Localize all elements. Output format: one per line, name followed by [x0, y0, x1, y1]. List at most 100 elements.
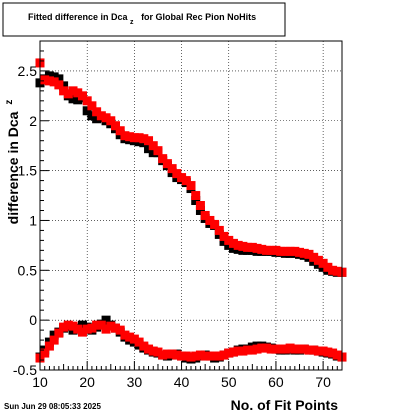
- data-point: [247, 242, 257, 252]
- data-point: [44, 71, 54, 81]
- title-subscript: z: [130, 19, 134, 26]
- title-box: [2, 2, 286, 37]
- data-point: [247, 345, 257, 355]
- data-point: [323, 262, 333, 272]
- data-point: [228, 238, 238, 248]
- y-axis-label: difference in Dca z: [4, 100, 21, 225]
- data-point: [167, 164, 177, 174]
- data-point: [73, 95, 83, 105]
- data-point: [106, 116, 116, 126]
- data-point: [262, 343, 271, 353]
- data-point: [77, 91, 87, 101]
- data-point: [276, 246, 286, 256]
- series-1: [35, 58, 347, 277]
- data-point: [243, 242, 253, 252]
- data-point: [87, 323, 97, 333]
- data-point: [49, 335, 59, 345]
- data-point: [177, 351, 187, 361]
- data-point: [172, 350, 182, 360]
- data-point: [214, 351, 224, 361]
- data-point: [285, 246, 295, 256]
- data-point: [276, 344, 286, 354]
- data-point: [328, 348, 338, 358]
- series-3: [35, 320, 347, 363]
- data-point: [181, 176, 191, 186]
- data-point: [144, 344, 154, 354]
- data-point: [111, 323, 120, 333]
- data-point: [49, 330, 59, 340]
- data-point: [228, 347, 238, 357]
- data-point: [313, 255, 323, 265]
- data-point: [129, 133, 139, 143]
- data-point: [87, 101, 97, 111]
- data-point: [295, 344, 305, 354]
- data-point: [82, 324, 92, 334]
- data-point: [158, 154, 168, 164]
- data-point: [129, 334, 139, 344]
- data-point: [318, 258, 328, 268]
- x-tick-label: 60: [268, 374, 284, 390]
- data-point: [77, 320, 87, 330]
- data-point: [68, 94, 78, 104]
- data-point: [290, 344, 300, 354]
- data-point: [54, 74, 64, 84]
- data-point: [195, 350, 205, 360]
- data-point: [280, 246, 290, 256]
- data-point: [191, 351, 201, 361]
- y-axis-label-subscript: z: [4, 100, 15, 105]
- data-point: [224, 240, 234, 250]
- y-tick-label: 1.5: [18, 163, 38, 179]
- data-point: [82, 96, 92, 106]
- title-suffix: for Global Rec Pion NoHits: [141, 12, 256, 22]
- data-markers: [35, 58, 347, 364]
- x-tick-label: 10: [32, 374, 48, 390]
- data-point: [328, 265, 338, 275]
- data-point: [219, 236, 229, 246]
- data-point: [101, 315, 111, 325]
- data-point: [87, 111, 97, 121]
- data-point: [295, 247, 305, 257]
- axis-ticks: [39, 40, 343, 371]
- data-point: [243, 345, 253, 355]
- data-point: [177, 173, 187, 183]
- data-point: [323, 347, 333, 357]
- x-tick-label: 20: [79, 374, 95, 390]
- data-point: [228, 243, 238, 253]
- data-point: [49, 72, 59, 82]
- data-point: [162, 349, 172, 359]
- y-tick-label: 0.5: [18, 262, 38, 278]
- data-point: [233, 240, 243, 250]
- data-point: [271, 344, 281, 354]
- x-axis-label: No. of Fit Points: [231, 397, 339, 413]
- data-point: [68, 321, 78, 331]
- y-axis-label-text: difference in Dca: [5, 111, 21, 224]
- data-point: [304, 345, 314, 355]
- data-point: [214, 225, 224, 235]
- data-point: [233, 346, 243, 356]
- data-point: [186, 181, 196, 191]
- data-point: [172, 169, 182, 179]
- data-point: [332, 266, 342, 276]
- data-point: [144, 144, 154, 154]
- x-tick-label: 70: [315, 374, 331, 390]
- data-point: [200, 210, 210, 220]
- data-point: [205, 351, 215, 361]
- data-point: [299, 248, 309, 258]
- data-point: [238, 346, 248, 356]
- data-point: [195, 201, 205, 210]
- data-point: [120, 330, 130, 340]
- data-point: [120, 131, 130, 141]
- y-tick-label: 1: [29, 212, 37, 228]
- data-point: [158, 350, 168, 360]
- data-point: [332, 350, 342, 360]
- data-point: [210, 351, 220, 361]
- data-point: [210, 219, 220, 229]
- data-point: [313, 346, 323, 356]
- data-point: [309, 252, 319, 262]
- data-point: [59, 322, 69, 332]
- data-point: [40, 348, 50, 358]
- data-point: [262, 245, 271, 255]
- data-point: [299, 344, 309, 354]
- data-point: [252, 243, 262, 253]
